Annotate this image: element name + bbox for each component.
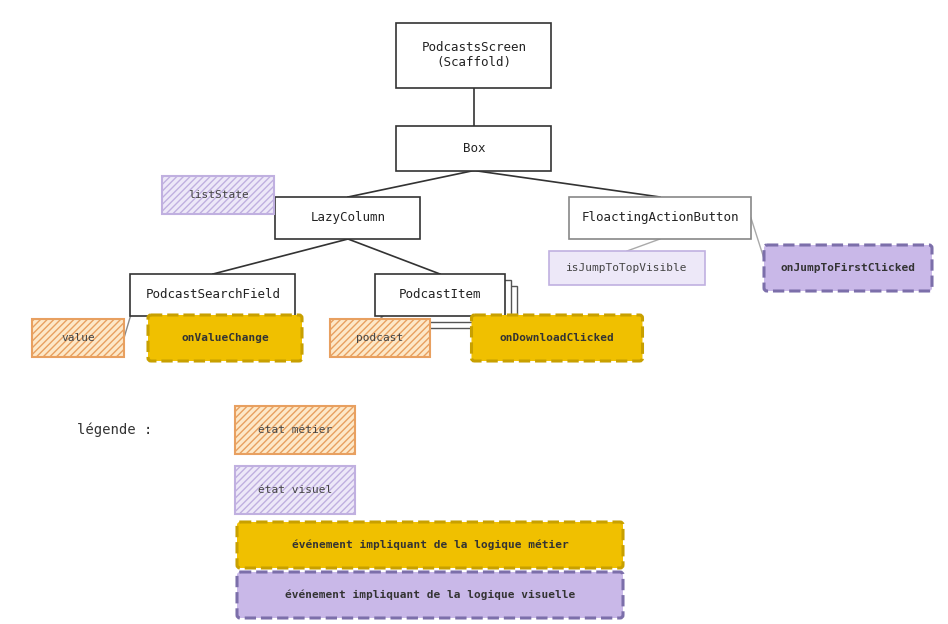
FancyBboxPatch shape [237, 572, 623, 618]
FancyBboxPatch shape [162, 176, 274, 214]
FancyBboxPatch shape [375, 274, 505, 316]
FancyBboxPatch shape [396, 125, 552, 170]
Text: value: value [61, 333, 95, 343]
FancyBboxPatch shape [235, 466, 355, 514]
FancyBboxPatch shape [276, 197, 421, 239]
Text: LazyColumn: LazyColumn [311, 212, 386, 225]
FancyBboxPatch shape [764, 245, 932, 291]
Text: PodcastSearchField: PodcastSearchField [145, 288, 281, 301]
FancyBboxPatch shape [381, 280, 511, 322]
FancyBboxPatch shape [549, 251, 705, 285]
FancyBboxPatch shape [396, 22, 552, 87]
Text: PodcastsScreen
(Scaffold): PodcastsScreen (Scaffold) [422, 41, 526, 69]
Text: événement impliquant de la logique visuelle: événement impliquant de la logique visue… [285, 590, 575, 600]
FancyBboxPatch shape [148, 315, 302, 361]
Text: FloactingActionButton: FloactingActionButton [581, 212, 738, 225]
Text: état visuel: état visuel [258, 485, 332, 495]
Text: légende :: légende : [77, 422, 152, 437]
Text: isJumpToTopVisible: isJumpToTopVisible [566, 263, 687, 273]
FancyBboxPatch shape [235, 406, 355, 454]
Text: onValueChange: onValueChange [181, 333, 269, 343]
FancyBboxPatch shape [237, 522, 623, 568]
FancyBboxPatch shape [387, 286, 517, 328]
Text: état métier: état métier [258, 425, 332, 435]
FancyBboxPatch shape [569, 197, 751, 239]
Text: Box: Box [463, 142, 485, 155]
FancyBboxPatch shape [131, 274, 296, 316]
Text: PodcastItem: PodcastItem [399, 288, 482, 301]
Text: onDownloadClicked: onDownloadClicked [500, 333, 614, 343]
Text: événement impliquant de la logique métier: événement impliquant de la logique métie… [292, 540, 569, 550]
Text: listState: listState [188, 190, 248, 200]
FancyBboxPatch shape [471, 315, 643, 361]
FancyBboxPatch shape [32, 319, 124, 357]
Text: podcast: podcast [356, 333, 404, 343]
FancyBboxPatch shape [330, 319, 430, 357]
Text: onJumpToFirstClicked: onJumpToFirstClicked [780, 263, 916, 273]
